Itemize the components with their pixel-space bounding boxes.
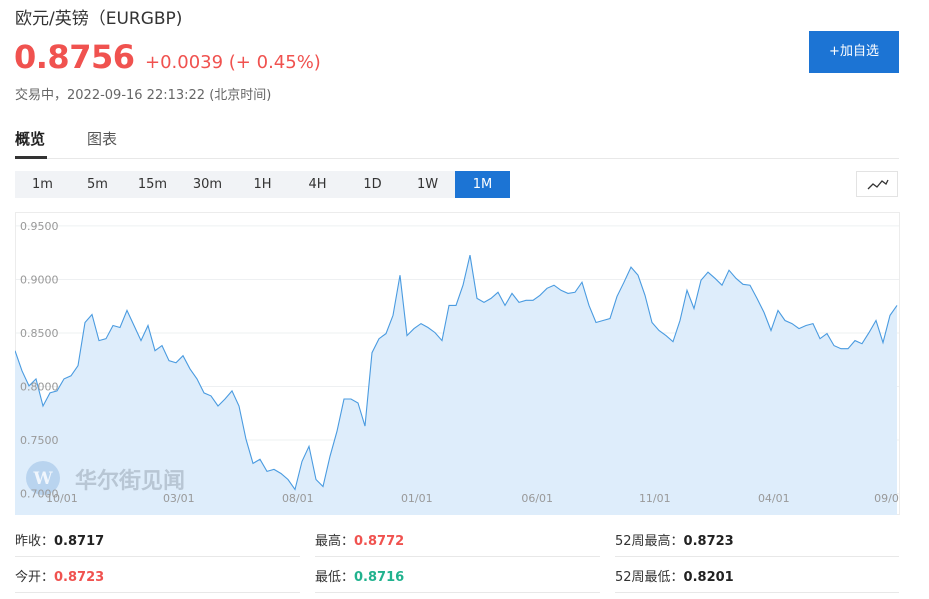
- divider: [615, 592, 899, 593]
- x-tick-label: 03/01: [163, 492, 195, 505]
- svg-text:W: W: [32, 469, 53, 489]
- stat-value: 0.8717: [54, 534, 105, 549]
- chart: W 华尔街见闻 0.9500 0.9000 0.8500 0.8000 0.7500 0.…: [15, 212, 900, 515]
- x-tick-label: 06/01: [521, 492, 553, 505]
- range-button[interactable]: 1W: [416, 177, 439, 192]
- range-button[interactable]: 1m: [32, 177, 53, 192]
- range-button[interactable]: 1H: [253, 177, 272, 192]
- x-tick-label: 10/01: [46, 492, 78, 505]
- divider: [15, 556, 300, 557]
- x-tick-label: 09/01: [874, 492, 900, 505]
- divider: [315, 592, 600, 593]
- y-tick-label: 0.7500: [20, 434, 59, 447]
- stat-label: 昨收：: [15, 534, 55, 549]
- stat-value: 0.8201: [683, 570, 734, 585]
- x-tick-label: 01/01: [401, 492, 433, 505]
- stat-value: 0.8723: [683, 534, 734, 549]
- stat: 最低：0.8716: [315, 566, 404, 585]
- stat: 52周最低：0.8201: [615, 566, 734, 585]
- title: 欧元/英镑（EURGBP): [15, 9, 183, 29]
- x-tick-label: 04/01: [758, 492, 790, 505]
- x-tick-label: 11/01: [639, 492, 671, 505]
- range-button[interactable]: 1M: [455, 171, 510, 198]
- tab[interactable]: 图表: [87, 130, 118, 148]
- tab-underline: [15, 156, 47, 159]
- divider: [15, 592, 300, 593]
- add-watchlist-button[interactable]: +加自选: [809, 31, 899, 73]
- y-tick-label: 0.8500: [20, 327, 59, 340]
- y-tick-label: 0.8000: [20, 381, 59, 394]
- range-bar: [15, 171, 510, 198]
- stat-value: 0.8723: [54, 570, 105, 585]
- stat: 今开：0.8723: [15, 566, 104, 585]
- icon: [867, 179, 889, 190]
- range-button[interactable]: 30m: [192, 177, 223, 192]
- y-tick-label: 0.9500: [20, 220, 59, 233]
- price: 0.8756: [14, 38, 135, 76]
- watermark: W 华尔街见闻: [26, 461, 185, 495]
- range-button[interactable]: 5m: [87, 177, 108, 192]
- stat-label: 最低：: [315, 570, 355, 585]
- stat-label: 52周最高：: [615, 534, 684, 549]
- range-button[interactable]: 15m: [137, 177, 168, 192]
- y-tick-label: 0.9000: [20, 273, 59, 286]
- stat-value: 0.8772: [354, 534, 405, 549]
- stat: 最高：0.8772: [315, 530, 404, 549]
- price-line: [15, 254, 898, 491]
- stat-label: 最高：: [315, 534, 355, 549]
- stat-label: 52周最低：: [615, 570, 684, 585]
- stat: 昨收：0.8717: [15, 530, 104, 549]
- x-tick-label: 08/01: [282, 492, 314, 505]
- y-tick-label: 0.7000: [20, 488, 59, 501]
- chart-type-button[interactable]: [856, 171, 898, 197]
- range-button[interactable]: 4H: [308, 177, 327, 192]
- divider: [15, 158, 899, 159]
- divider: [315, 556, 600, 557]
- stat: 52周最高：0.8723: [615, 530, 734, 549]
- range-button[interactable]: 1D: [363, 177, 382, 192]
- area-fill: [15, 255, 897, 515]
- tab[interactable]: 概览: [15, 130, 46, 148]
- stat-label: 今开：: [15, 570, 55, 585]
- divider: [615, 556, 899, 557]
- change: +0.0039 (+ 0.45%): [145, 52, 321, 73]
- watermark-text: 华尔街见闻: [75, 468, 185, 494]
- stat-value: 0.8716: [354, 570, 405, 585]
- status: 交易中，2022-09-16 22:13:22 (北京时间): [15, 88, 272, 103]
